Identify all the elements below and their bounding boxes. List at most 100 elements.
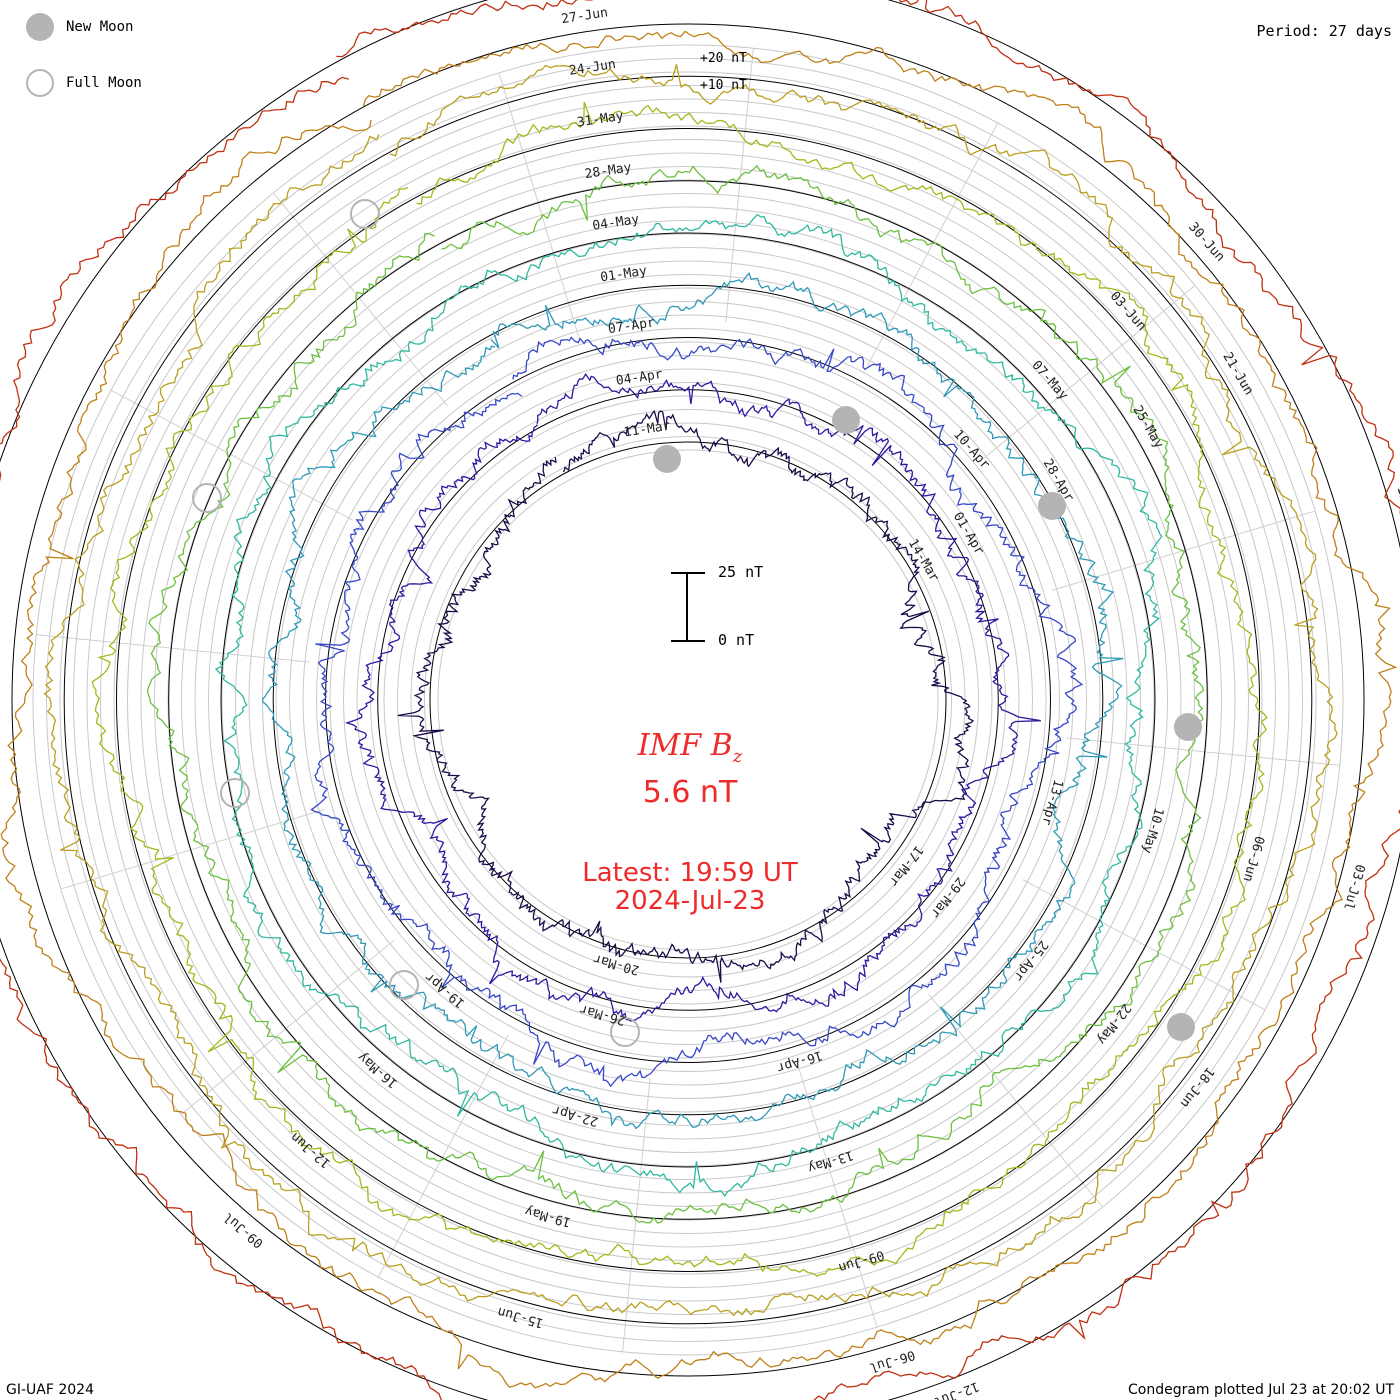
date-label: 04-May xyxy=(592,212,641,234)
grid-circle xyxy=(154,166,1222,1234)
grid-circle xyxy=(208,220,1168,1180)
date-label: 19-Apr xyxy=(422,969,468,1011)
current-value: 5.6 nT xyxy=(642,775,738,810)
ring-8-trace xyxy=(43,64,1338,1317)
ring-9-trace xyxy=(0,30,1398,1389)
latest-date: 2024-Jul-23 xyxy=(614,886,766,916)
ring-scale-label-mid: +10 nT xyxy=(700,78,747,93)
grid-spoke xyxy=(867,122,999,366)
grid-circle xyxy=(275,287,1101,1113)
grid-circle xyxy=(235,247,1141,1153)
grid-circle xyxy=(221,233,1155,1167)
grid-circle xyxy=(59,71,1317,1329)
grid-circle xyxy=(262,274,1114,1126)
credit-label: GI-UAF 2024 xyxy=(6,1382,94,1398)
date-label: 11-Mar xyxy=(623,419,672,441)
grid-circle xyxy=(32,44,1344,1356)
new-moon-marker xyxy=(1174,713,1202,741)
grid-circle xyxy=(356,368,1020,1032)
scale-top-label: 25 nT xyxy=(718,563,764,581)
grid-spoke xyxy=(60,809,325,890)
grid-spoke xyxy=(180,940,395,1115)
legend-full-moon-label: Full Moon xyxy=(66,75,142,91)
scale-bar xyxy=(671,572,705,642)
grid-spoke xyxy=(377,1034,509,1278)
date-label: 27-Jun xyxy=(560,5,609,27)
full-moon-marker xyxy=(389,970,419,1000)
date-label: 29-Mar xyxy=(927,874,967,921)
date-label: 06-Jul xyxy=(867,1347,916,1375)
date-label: 12-Jul xyxy=(932,1378,981,1400)
latest-time: Latest: 19:59 UT xyxy=(582,858,798,888)
ring-8-baseline xyxy=(63,75,1313,1325)
date-label: 07-Apr xyxy=(607,315,656,337)
full-moon-icon xyxy=(26,69,54,97)
legend-new-moon: New Moon xyxy=(26,13,133,41)
ring-9-baseline xyxy=(11,23,1365,1377)
legend-new-moon-label: New Moon xyxy=(66,19,134,35)
grid-spoke xyxy=(981,285,1196,460)
grid-circle xyxy=(167,179,1209,1221)
grid-circle xyxy=(127,139,1249,1261)
grid-circle xyxy=(316,328,1060,1072)
full-moon-marker xyxy=(192,483,222,513)
ring-1-baseline xyxy=(429,441,947,959)
grid-spoke xyxy=(725,48,754,322)
date-label: 14-Mar xyxy=(905,536,942,584)
ring-5-trace xyxy=(214,213,1163,1198)
grid-circle xyxy=(343,355,1033,1045)
grid-rings xyxy=(32,44,1344,1356)
grid-spoke xyxy=(622,1078,651,1352)
new-moon-marker xyxy=(653,445,681,473)
ring-scale-labels: +20 nT +10 nT xyxy=(700,51,747,93)
scale-bottom-label: 0 nT xyxy=(718,631,755,649)
ring-3-trace xyxy=(310,336,1084,1088)
grid-spoke xyxy=(1066,737,1340,766)
grid-circle xyxy=(424,436,952,964)
grid-circle xyxy=(86,98,1290,1302)
ring-7-trace xyxy=(91,101,1268,1277)
new-moon-marker xyxy=(1038,492,1066,520)
date-label: 15-Jun xyxy=(496,1304,545,1331)
grid-circle xyxy=(383,395,993,1005)
ring-4-baseline xyxy=(272,284,1104,1116)
date-label: 19-May xyxy=(523,1203,572,1230)
new-moon-marker xyxy=(832,406,860,434)
parameter-subscript: z xyxy=(732,746,743,767)
date-label: 10-May xyxy=(1139,806,1166,855)
date-label: 28-May xyxy=(584,160,633,182)
date-label: 03-Jul xyxy=(1340,862,1367,911)
date-label: 01-May xyxy=(599,264,648,286)
grid-circle xyxy=(289,301,1087,1099)
grid-circle xyxy=(194,206,1182,1194)
grid-circle xyxy=(100,112,1276,1288)
grid-spoke xyxy=(110,389,354,521)
ring-7-baseline xyxy=(116,128,1260,1272)
grid-circle xyxy=(248,260,1128,1140)
date-label: 09-Jul xyxy=(221,1209,267,1251)
date-label: 24-Jun xyxy=(568,57,617,79)
date-label: 25-May xyxy=(1129,403,1166,451)
grid-spoke xyxy=(36,634,310,663)
grid-spoke xyxy=(797,1063,878,1328)
ring-2-trace xyxy=(344,373,1041,1022)
ring-scale-label-top: +20 nT xyxy=(700,51,747,66)
date-label: 15-Jul xyxy=(1393,484,1400,533)
ring-1-trace xyxy=(397,409,975,983)
grid-circle xyxy=(181,193,1195,1207)
date-label: 12-Jun xyxy=(288,1129,334,1171)
date-label: 31-May xyxy=(576,109,625,131)
date-label: 03-Jun xyxy=(1107,289,1149,334)
grid-circle xyxy=(73,85,1303,1315)
date-label: 09-Jun xyxy=(837,1247,886,1275)
moon-markers xyxy=(192,199,1202,1047)
parameter-name-text: IMF B xyxy=(637,728,733,763)
grid-spoke xyxy=(273,192,448,407)
grid-circle xyxy=(140,152,1236,1248)
date-label: 13-Apr xyxy=(1038,778,1065,827)
